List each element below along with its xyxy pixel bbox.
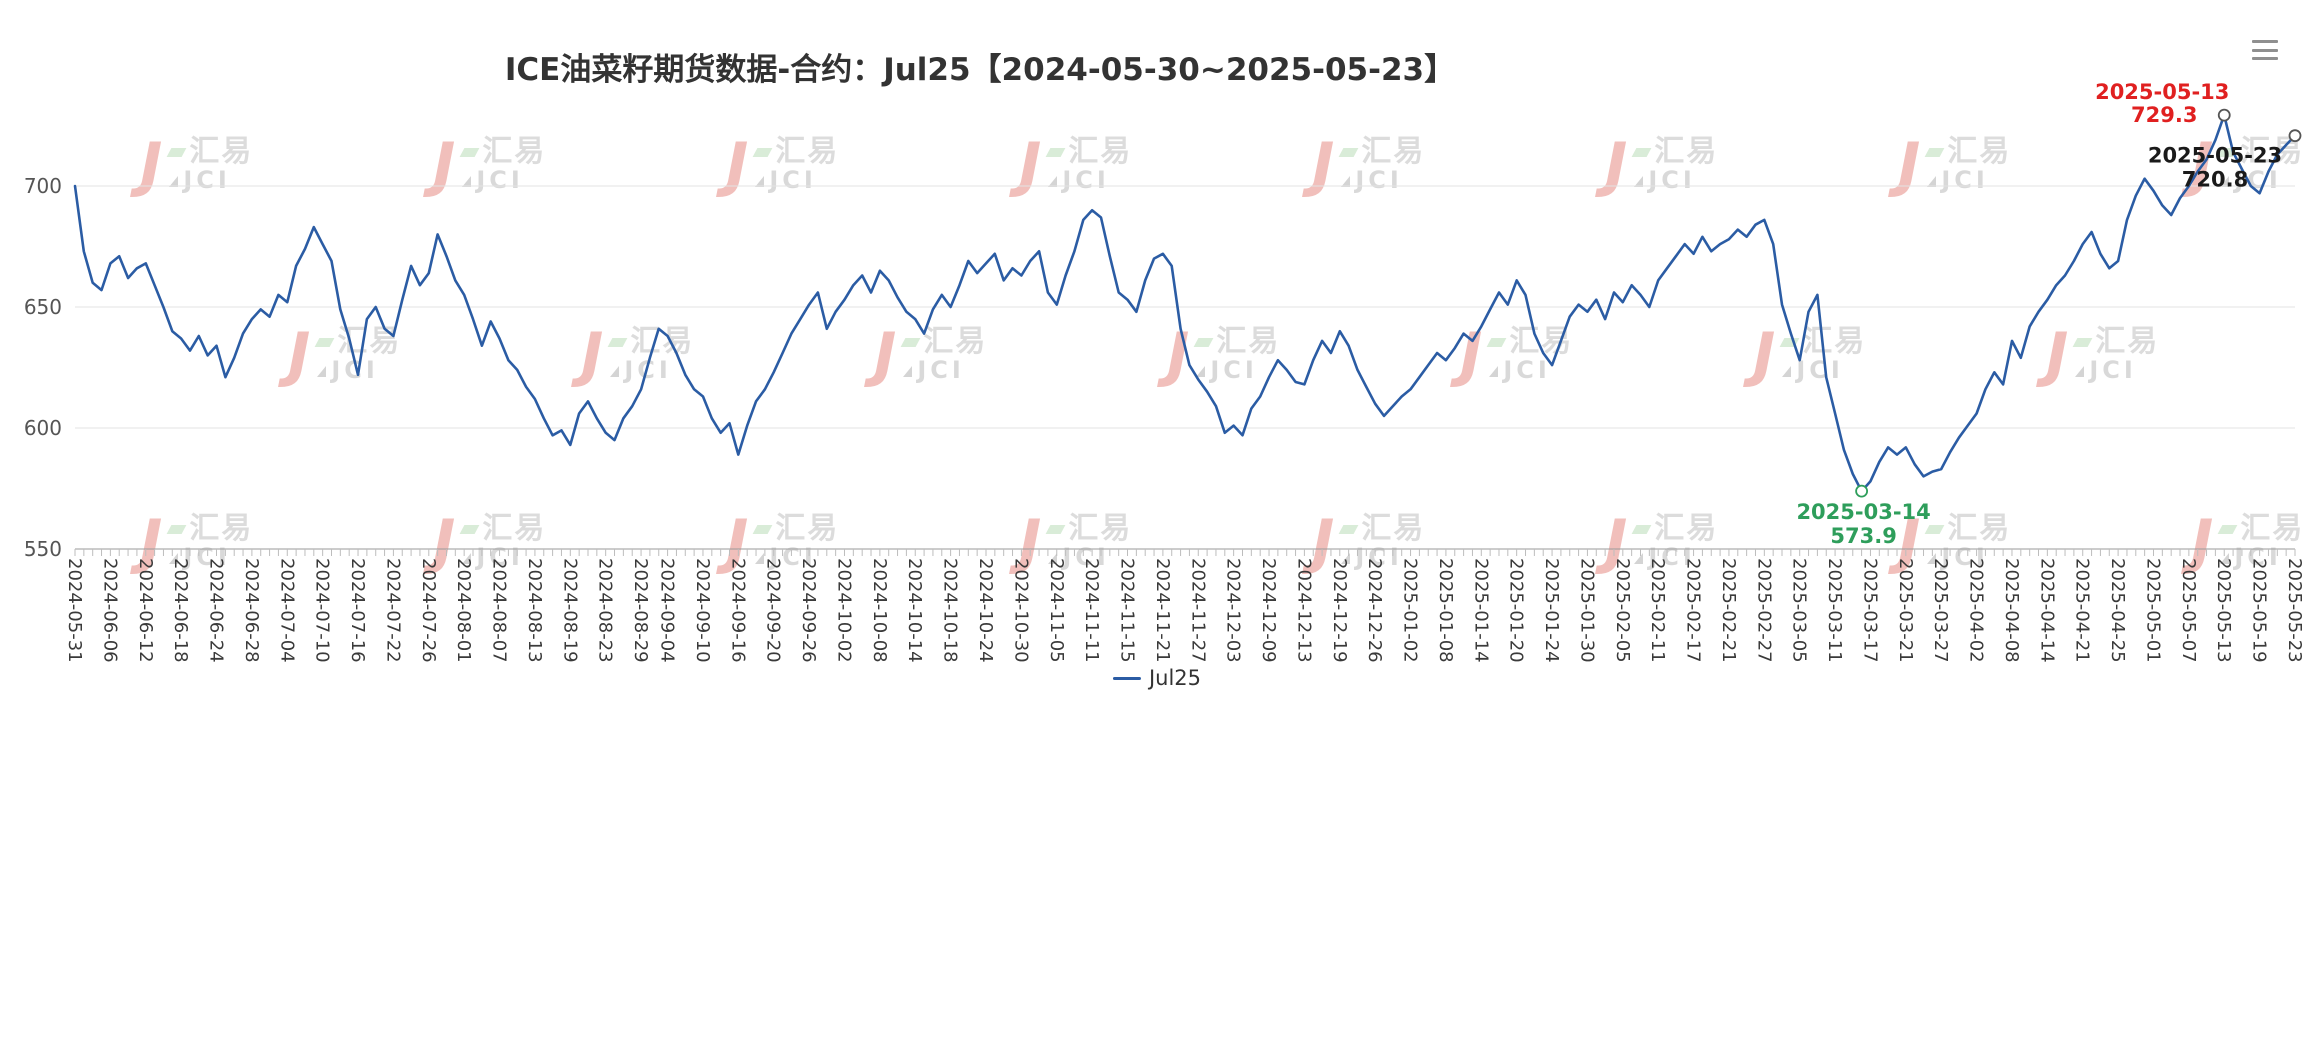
x-axis-label: 2024-10-08 (869, 558, 890, 663)
x-axis-label: 2024-10-14 (904, 558, 925, 663)
x-axis-label: 2024-10-24 (975, 558, 996, 663)
last-point-marker (2288, 129, 2302, 143)
x-axis-label: 2024-08-23 (595, 558, 616, 663)
max-point-marker (2217, 108, 2231, 122)
x-axis-label: 2024-08-19 (559, 558, 580, 663)
x-axis-label: 2024-09-26 (798, 558, 819, 663)
x-axis-label: 2025-01-14 (1470, 558, 1491, 663)
x-axis-label: 2024-06-24 (206, 558, 227, 663)
x-axis-label: 2025-01-30 (1576, 558, 1597, 663)
x-axis-label: 2024-07-16 (347, 558, 368, 663)
x-axis-label: 2025-01-08 (1435, 558, 1456, 663)
x-axis-label: 2025-03-17 (1859, 558, 1880, 663)
x-axis-label: 2024-11-21 (1152, 558, 1173, 663)
x-axis-label: 2025-05-23 (2284, 558, 2305, 663)
x-axis-label: 2025-03-11 (1824, 558, 1845, 663)
line-chart-canvas[interactable]: 550 600 650 700 2024-05-31 2024-06-06 2024-06-… (0, 0, 2314, 720)
legend-line-marker (1112, 676, 1141, 680)
x-axis-label: 2024-07-10 (312, 558, 333, 663)
x-axis-label: 2024-08-29 (630, 558, 651, 663)
x-axis-label: 2024-08-13 (524, 558, 545, 663)
x-axis-label: 2024-10-30 (1010, 558, 1031, 663)
chart-title: ICE油菜籽期货数据-合约：Jul25【2024-05-30~2025-05-2… (504, 52, 1456, 88)
x-axis-label: 2025-01-20 (1506, 558, 1527, 663)
x-axis-label: 2025-02-05 (1612, 558, 1633, 663)
x-axis-label: 2025-05-01 (2142, 558, 2163, 663)
x-axis-label: 2025-01-02 (1400, 558, 1421, 663)
menu-bar (2252, 40, 2278, 43)
x-axis-label: 2024-11-27 (1187, 558, 1208, 663)
y-axis-label: 550 (24, 537, 62, 561)
x-axis-label: 2024-10-02 (833, 558, 854, 663)
min-annotation-value: 573.9 (1830, 524, 1896, 548)
y-axis-label: 700 (24, 174, 62, 198)
x-axis-label: 2024-11-05 (1046, 558, 1067, 663)
max-annotation-date: 2025-05-13 (2095, 80, 2229, 104)
x-axis-label: 2025-04-25 (2107, 558, 2128, 663)
y-axis-label: 650 (24, 295, 62, 319)
x-axis-label: 2025-02-27 (1753, 558, 1774, 663)
x-axis-label: 2025-04-21 (2072, 558, 2093, 663)
x-axis-label: 2025-05-19 (2249, 558, 2270, 663)
x-axis-label: 2024-09-16 (727, 558, 748, 663)
x-axis-label: 2024-05-31 (64, 558, 85, 663)
max-annotation-value: 729.3 (2131, 103, 2197, 127)
x-axis-label: 2025-04-14 (2036, 558, 2057, 663)
x-axis-label: 2024-11-15 (1117, 558, 1138, 663)
menu-bar (2252, 57, 2278, 60)
menu-bar (2252, 48, 2278, 52)
x-axis-label: 2024-09-04 (657, 558, 678, 663)
x-axis-label: 2024-12-13 (1293, 558, 1314, 663)
x-axis-label: 2025-03-05 (1789, 558, 1810, 663)
x-axis-label: 2024-10-18 (940, 558, 961, 663)
x-axis-label: 2024-08-01 (453, 558, 474, 663)
x-axis-label: 2025-04-02 (1966, 558, 1987, 663)
x-axis-label: 2025-03-21 (1895, 558, 1916, 663)
x-axis-label: 2025-01-24 (1541, 558, 1562, 663)
x-axis-label: 2025-02-17 (1683, 558, 1704, 663)
x-axis-label: 2025-04-08 (2001, 558, 2022, 663)
x-axis-label: 2025-05-07 (2178, 558, 2199, 663)
x-axis-label: 2024-06-06 (99, 558, 120, 663)
legend-item-jul25[interactable]: Jul25 (1112, 666, 1202, 690)
x-axis-label: 2024-11-11 (1081, 558, 1102, 663)
y-axis-label: 600 (24, 416, 62, 440)
last-annotation-value: 720.8 (2182, 168, 2248, 192)
x-axis-label: 2024-12-09 (1258, 558, 1279, 663)
x-axis-label: 2024-06-28 (241, 558, 262, 663)
x-axis-label: 2024-06-12 (135, 558, 156, 663)
x-axis-label: 2024-12-26 (1364, 558, 1385, 663)
toolbox-menu-icon[interactable] (2252, 40, 2278, 60)
series-line-jul25[interactable] (73, 113, 2297, 493)
x-axis-label: 2024-06-18 (170, 558, 191, 663)
x-axis-label: 2024-07-04 (276, 558, 297, 663)
x-axis-label: 2025-02-21 (1718, 558, 1739, 663)
x-axis-label: 2024-07-22 (382, 558, 403, 663)
legend-label: Jul25 (1148, 666, 1202, 690)
x-axis-label: 2024-07-26 (418, 558, 439, 663)
x-axis-label: 2024-12-03 (1223, 558, 1244, 663)
x-axis-label: 2025-05-13 (2213, 558, 2234, 663)
min-annotation-date: 2025-03-14 (1796, 500, 1930, 524)
x-axis-label: 2024-09-20 (763, 558, 784, 663)
last-annotation-date: 2025-05-23 (2148, 144, 2282, 168)
x-axis-label: 2025-02-11 (1647, 558, 1668, 663)
x-axis-label: 2024-08-07 (489, 558, 510, 663)
x-axis-label: 2024-12-19 (1329, 558, 1350, 663)
x-axis-label: 2024-09-10 (692, 558, 713, 663)
x-axis-label: 2025-03-27 (1930, 558, 1951, 663)
min-point-marker (1855, 484, 1869, 498)
